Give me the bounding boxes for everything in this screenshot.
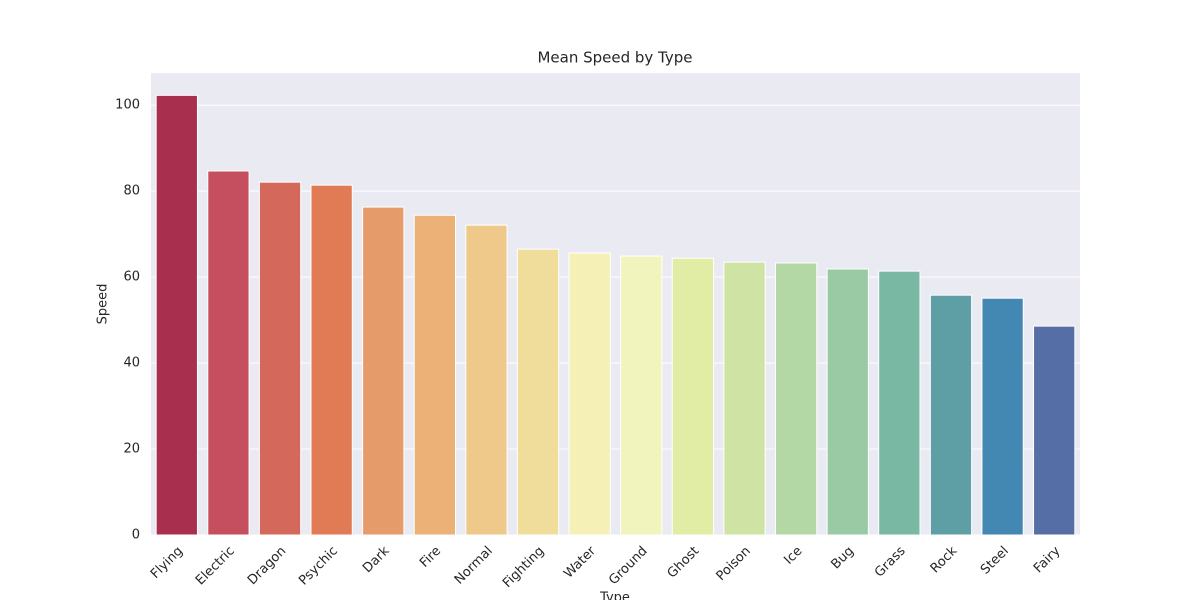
x-tick-label: Fighting [500, 544, 547, 591]
x-axis-label: Type [599, 591, 630, 600]
bar [258, 181, 302, 536]
x-tick-label: Normal [452, 544, 496, 588]
y-tick-label: 100 [115, 98, 140, 113]
bar [155, 94, 198, 536]
x-tick-label: Steel [978, 544, 1012, 578]
x-tick-label: Flying [148, 544, 186, 582]
y-tick-label: 40 [123, 356, 140, 371]
bar [1033, 325, 1076, 536]
x-tick-label: Ghost [665, 544, 703, 582]
bar [929, 294, 973, 536]
bar [207, 170, 250, 536]
bar [774, 262, 818, 536]
x-tick-label: Dark [360, 543, 393, 576]
bar [516, 248, 560, 536]
plot-area [151, 73, 1080, 535]
x-tick-label: Poison [714, 544, 754, 584]
bar [465, 224, 508, 536]
y-tick-label: 80 [123, 184, 140, 199]
bar [362, 206, 405, 536]
y-axis-label: Speed [96, 284, 111, 325]
bar [981, 297, 1024, 536]
x-tick-label: Grass [872, 544, 909, 581]
chart-title: Mean Speed by Type [537, 49, 692, 67]
x-tick-label: Dragon [245, 544, 289, 588]
x-tick-label: Ice [781, 544, 805, 568]
x-tick-label: Psychic [296, 544, 341, 589]
bar [620, 255, 663, 536]
bar [723, 261, 766, 536]
x-tick-label: Bug [828, 544, 857, 573]
bar [413, 214, 457, 536]
bar [671, 257, 715, 536]
y-tick-label: 60 [123, 270, 140, 285]
x-tick-label: Fairy [1031, 543, 1064, 576]
y-tick-label: 0 [132, 528, 140, 543]
x-tick-label: Rock [928, 543, 961, 576]
x-tick-label: Water [561, 543, 599, 581]
x-tick-label: Fire [417, 544, 444, 571]
bar [568, 252, 611, 536]
bar [826, 268, 869, 536]
x-tick-label: Electric [193, 544, 238, 589]
bar [878, 270, 921, 536]
x-tick-label: Ground [606, 544, 650, 588]
y-tick-label: 20 [123, 442, 140, 457]
bar [310, 184, 353, 536]
